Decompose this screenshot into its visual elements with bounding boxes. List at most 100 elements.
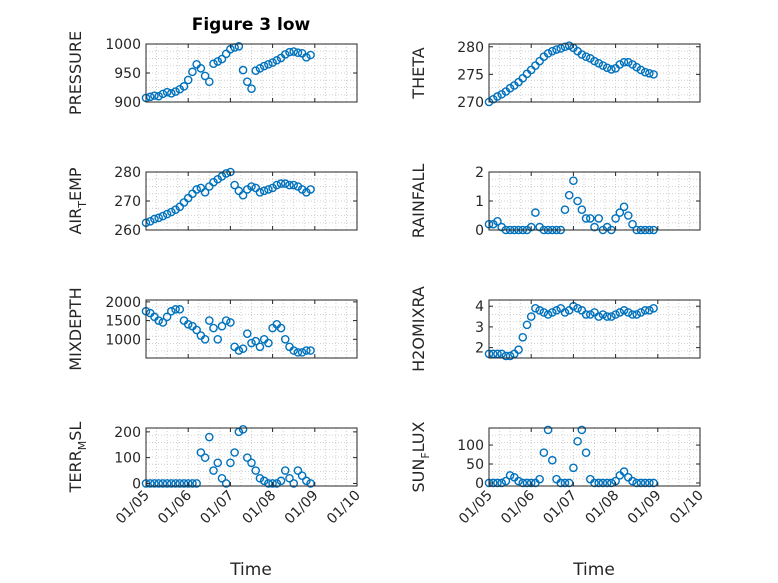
data-point — [619, 57, 629, 67]
data-point — [247, 338, 256, 348]
data-point — [594, 59, 604, 68]
data-point — [272, 55, 282, 65]
data-point — [192, 185, 201, 194]
y-axis-label-2: THETA — [409, 47, 428, 99]
data-point — [213, 458, 223, 468]
data-point — [158, 211, 168, 221]
data-point — [501, 476, 511, 486]
data-point — [167, 306, 176, 316]
data-point — [255, 342, 265, 352]
data-point — [560, 205, 570, 214]
data-point — [594, 312, 604, 321]
y-tick-label: 950 — [114, 66, 141, 82]
data-point — [221, 316, 231, 325]
data-point — [247, 182, 256, 191]
data-point — [242, 329, 252, 338]
axes-box — [488, 299, 701, 359]
data-point — [302, 476, 311, 486]
data-point — [242, 77, 252, 86]
data-point — [280, 179, 290, 188]
data-point — [632, 310, 642, 319]
data-point — [302, 346, 311, 355]
data-point — [535, 474, 544, 484]
data-point — [196, 448, 206, 457]
data-point — [154, 479, 163, 488]
data-point — [632, 62, 642, 72]
data-point — [171, 479, 180, 488]
data-point — [272, 180, 282, 190]
data-point — [548, 308, 557, 317]
x-axis-label-right: Time — [572, 560, 615, 580]
data-point — [285, 473, 294, 483]
y-tick-label: 2 — [475, 341, 484, 357]
data-point — [264, 60, 273, 69]
data-point — [264, 185, 273, 194]
data-point — [289, 180, 299, 190]
y-tick-label: 3 — [475, 320, 484, 336]
data-point — [623, 211, 633, 220]
data-point — [501, 351, 511, 361]
data-point — [264, 479, 273, 488]
axes-box — [145, 427, 358, 487]
data-point — [581, 448, 591, 457]
data-point — [238, 344, 248, 353]
y-axis-label-3: AIRTEMP — [66, 167, 89, 234]
y-tick-label: 50 — [466, 457, 484, 473]
data-point — [230, 180, 239, 190]
data-point — [623, 308, 633, 317]
data-point — [251, 336, 261, 346]
data-point — [581, 52, 591, 62]
data-point — [526, 478, 536, 488]
data-point — [640, 306, 650, 315]
data-point — [306, 50, 315, 60]
data-point — [145, 216, 155, 226]
data-point — [213, 57, 223, 66]
data-point — [615, 208, 625, 217]
data-point — [217, 54, 227, 64]
data-point — [167, 479, 176, 488]
data-point — [192, 479, 201, 488]
data-point — [505, 471, 515, 480]
data-point — [585, 214, 595, 223]
data-point — [611, 310, 620, 319]
data-point — [598, 478, 608, 488]
data-point — [493, 349, 502, 359]
data-point — [522, 320, 532, 330]
data-point — [276, 476, 286, 486]
axes-box — [145, 299, 358, 359]
data-point — [150, 479, 159, 488]
data-point — [247, 458, 256, 468]
data-point — [585, 54, 595, 63]
data-point — [200, 334, 210, 344]
data-point — [531, 303, 540, 313]
data-point — [590, 56, 599, 66]
y-tick-label: 900 — [114, 95, 141, 111]
data-point — [497, 478, 506, 488]
data-point — [264, 338, 273, 348]
subplot-3: 260 270 280 AIRTEMP — [66, 165, 358, 239]
data-point — [488, 349, 498, 359]
data-point — [573, 196, 582, 206]
data-point — [259, 476, 269, 486]
y-tick-label: 0 — [475, 476, 484, 492]
data-point — [188, 67, 197, 77]
data-point — [619, 306, 629, 315]
axes-box — [488, 427, 701, 487]
data-point — [640, 67, 650, 77]
data-point — [505, 83, 515, 93]
data-point — [268, 58, 277, 67]
data-point — [276, 323, 286, 333]
data-point — [526, 312, 536, 321]
data-point — [518, 478, 528, 488]
data-point — [615, 60, 625, 69]
data-point — [577, 50, 587, 59]
y-tick-label: 100 — [457, 438, 484, 454]
data-point — [548, 46, 557, 56]
data-point — [162, 479, 172, 488]
y-tick-label: 1000 — [105, 37, 141, 53]
y-axis-label-5: MIXDEPTH — [66, 287, 85, 370]
x-axis-label-left: Time — [229, 560, 272, 580]
data-point — [217, 321, 227, 331]
